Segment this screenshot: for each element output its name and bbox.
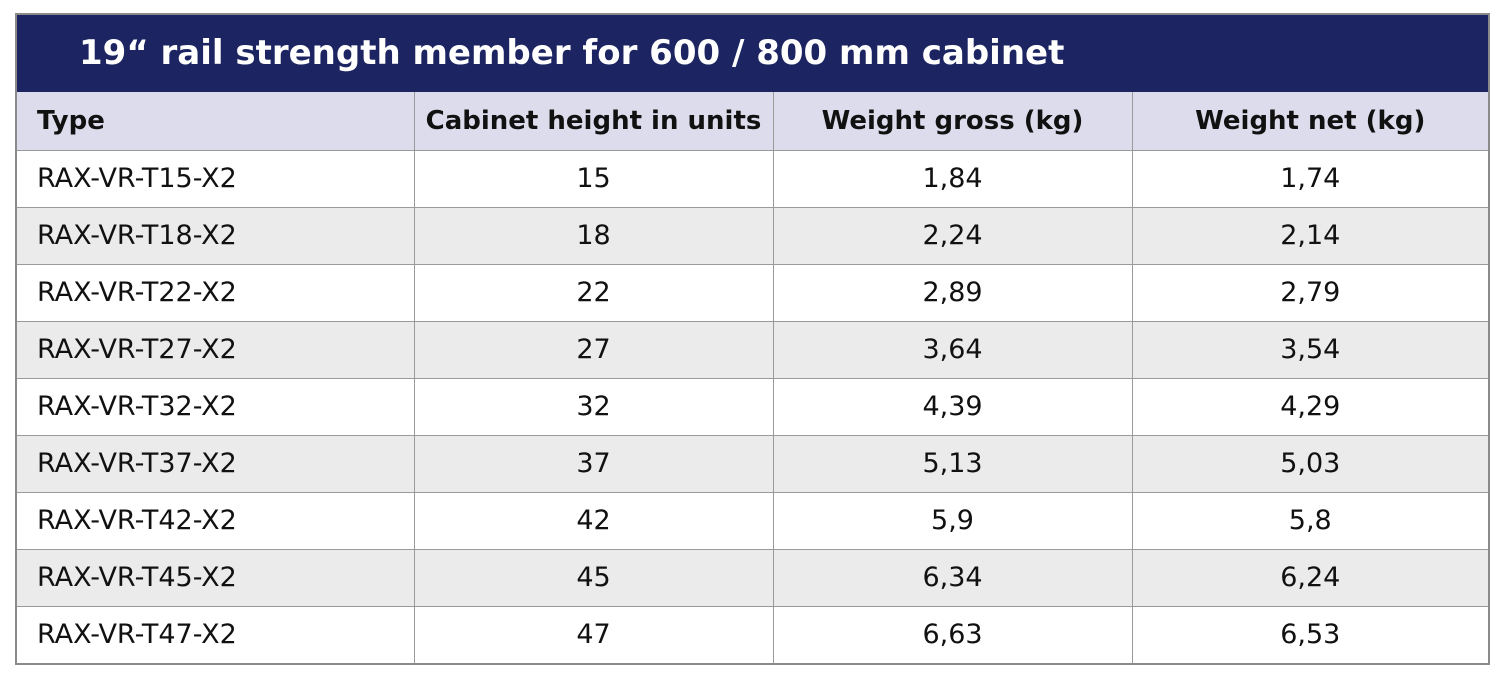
- table-row: RAX-VR-T18-X2 18 2,24 2,14: [17, 206, 1488, 265]
- column-header: Weight gross (kg): [772, 92, 1133, 151]
- table-cell: RAX-VR-T37-X2: [17, 434, 415, 493]
- table-cell: 2,79: [1131, 263, 1488, 322]
- table-cell: 27: [413, 320, 774, 379]
- table-cell: 47: [413, 605, 774, 663]
- table-cell: RAX-VR-T15-X2: [17, 149, 415, 208]
- column-header: Cabinet height in units: [413, 92, 774, 151]
- table-row: RAX-VR-T42-X2 42 5,9 5,8: [17, 491, 1488, 550]
- table-cell: 5,8: [1131, 491, 1488, 550]
- table-cell: 5,03: [1131, 434, 1488, 493]
- table-cell: 6,63: [772, 605, 1133, 663]
- table-cell: RAX-VR-T22-X2: [17, 263, 415, 322]
- table-cell: 3,54: [1131, 320, 1488, 379]
- column-header: Weight net (kg): [1131, 92, 1488, 151]
- table-row: RAX-VR-T45-X2 45 6,34 6,24: [17, 548, 1488, 607]
- table-cell: 2,89: [772, 263, 1133, 322]
- table-cell: 6,34: [772, 548, 1133, 607]
- table-cell: 1,74: [1131, 149, 1488, 208]
- table-cell: 15: [413, 149, 774, 208]
- table-cell: 6,53: [1131, 605, 1488, 663]
- table-row: RAX-VR-T15-X2 15 1,84 1,74: [17, 149, 1488, 208]
- table-title: 19“ rail strength member for 600 / 800 m…: [17, 15, 1488, 92]
- table-cell: RAX-VR-T45-X2: [17, 548, 415, 607]
- column-header: Type: [17, 92, 415, 151]
- table-cell: 2,14: [1131, 206, 1488, 265]
- table-cell: 37: [413, 434, 774, 493]
- table-cell: 3,64: [772, 320, 1133, 379]
- table-row: RAX-VR-T32-X2 32 4,39 4,29: [17, 377, 1488, 436]
- table-cell: 2,24: [772, 206, 1133, 265]
- table-cell: 5,9: [772, 491, 1133, 550]
- table-cell: 4,39: [772, 377, 1133, 436]
- table-row: RAX-VR-T37-X2 37 5,13 5,03: [17, 434, 1488, 493]
- table-cell: RAX-VR-T47-X2: [17, 605, 415, 663]
- table-container: 19“ rail strength member for 600 / 800 m…: [15, 13, 1490, 665]
- table-cell: 45: [413, 548, 774, 607]
- header-row: Type Cabinet height in units Weight gross …: [17, 92, 1488, 151]
- table-row: RAX-VR-T22-X2 22 2,89 2,79: [17, 263, 1488, 322]
- table-cell: RAX-VR-T42-X2: [17, 491, 415, 550]
- table-cell: 6,24: [1131, 548, 1488, 607]
- table-cell: RAX-VR-T27-X2: [17, 320, 415, 379]
- table-cell: 18: [413, 206, 774, 265]
- table-row: RAX-VR-T27-X2 27 3,64 3,54: [17, 320, 1488, 379]
- table-cell: 22: [413, 263, 774, 322]
- table-cell: 42: [413, 491, 774, 550]
- table-body: RAX-VR-T15-X2 15 1,84 1,74 RAX-VR-T18-X2 18 2,…: [17, 149, 1488, 663]
- table-cell: 1,84: [772, 149, 1133, 208]
- table-cell: 5,13: [772, 434, 1133, 493]
- table-cell: 32: [413, 377, 774, 436]
- table-cell: RAX-VR-T18-X2: [17, 206, 415, 265]
- data-table: Type Cabinet height in units Weight gross …: [17, 92, 1488, 663]
- table-cell: RAX-VR-T32-X2: [17, 377, 415, 436]
- table-cell: 4,29: [1131, 377, 1488, 436]
- table-row: RAX-VR-T47-X2 47 6,63 6,53: [17, 605, 1488, 663]
